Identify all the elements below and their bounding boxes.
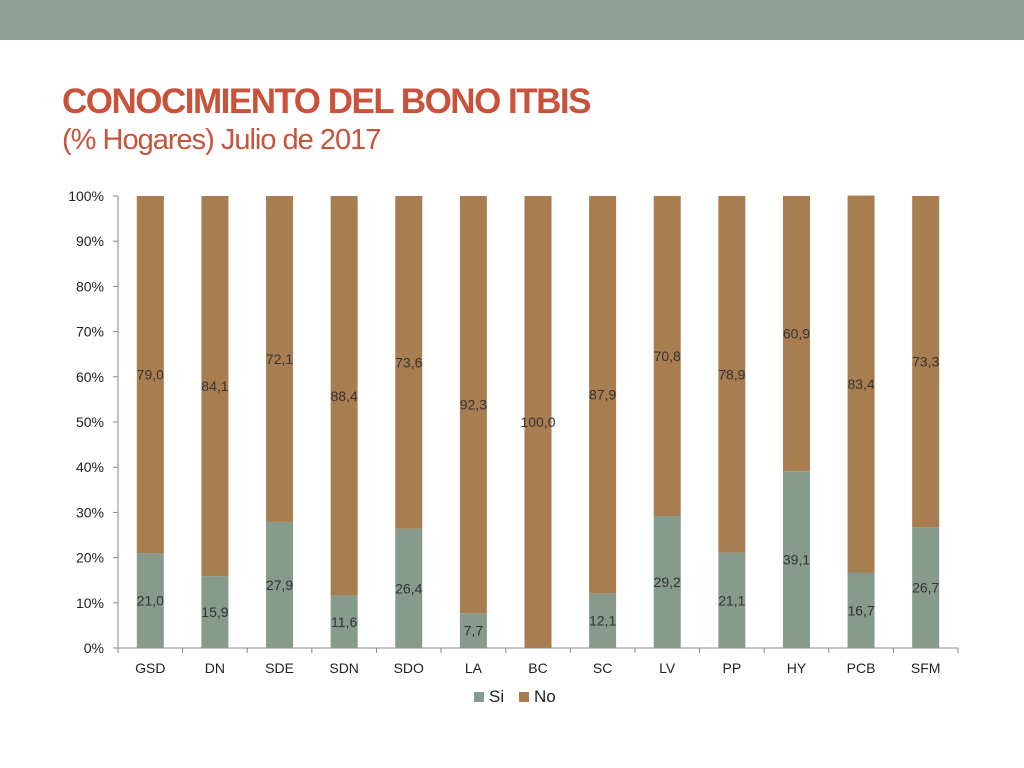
data-label-no-hy: 60,9 <box>783 326 810 342</box>
bar-si-la <box>459 613 487 648</box>
data-label-no-sc: 87,9 <box>589 387 616 403</box>
y-tick-label: 50% <box>76 414 104 430</box>
data-label-si-sfm: 26,7 <box>912 580 939 596</box>
x-tick-label: BC <box>528 660 547 676</box>
bar-no-sde <box>266 196 294 522</box>
bar-si-pcb <box>847 572 875 648</box>
bar-no-sdo <box>395 196 423 529</box>
data-label-si-pp: 21,1 <box>718 592 745 608</box>
x-tick-label: SC <box>593 660 612 676</box>
x-tick-label: PP <box>723 660 742 676</box>
bar-no-gsd <box>136 196 164 554</box>
bar-no-sdn <box>330 196 358 596</box>
bar-no-la <box>459 196 487 614</box>
y-tick-label: 20% <box>76 550 104 566</box>
data-label-no-dn: 84,1 <box>201 378 228 394</box>
bar-no-bc <box>524 196 552 648</box>
x-tick-label: LV <box>659 660 676 676</box>
label-layer: 21,0 79,0 15,9 84,1 27,9 72,1 11,6 88,4 26,4 73,6… <box>137 326 940 639</box>
x-tick-label: SDO <box>394 660 424 676</box>
legend-label-si: Si <box>489 687 504 706</box>
legend-swatch-no <box>519 692 529 702</box>
x-tick-label: SDN <box>329 660 359 676</box>
y-tick-label: 90% <box>76 233 104 249</box>
y-tick-label: 70% <box>76 324 104 340</box>
data-label-si-lv: 29,2 <box>654 574 681 590</box>
y-tick-label: 40% <box>76 459 104 475</box>
y-tick-label: 80% <box>76 278 104 294</box>
data-label-si-sdo: 26,4 <box>395 580 422 596</box>
bar-si-lv <box>653 516 681 648</box>
data-label-si-sde: 27,9 <box>266 577 293 593</box>
x-tick-label: GSD <box>135 660 165 676</box>
bar-no-sc <box>589 196 617 594</box>
data-label-no-sfm: 73,3 <box>912 354 939 370</box>
data-label-no-la: 92,3 <box>460 397 487 413</box>
data-label-no-sdo: 73,6 <box>395 354 422 370</box>
bar-si-sde <box>266 521 294 648</box>
bar-no-pcb <box>847 195 875 573</box>
y-tick-label: 60% <box>76 369 104 385</box>
x-tick-label: DN <box>205 660 225 676</box>
bar-si-sc <box>589 593 617 648</box>
bar-no-hy <box>782 196 810 472</box>
data-label-no-gsd: 79,0 <box>137 367 164 383</box>
bar-si-hy <box>782 471 810 648</box>
x-tick-label: SDE <box>265 660 294 676</box>
y-tick-label: 30% <box>76 504 104 520</box>
data-label-si-sc: 12,1 <box>589 613 616 629</box>
top-bar <box>0 0 1024 40</box>
data-label-si-sdn: 11,6 <box>331 614 357 630</box>
bar-si-sdo <box>395 528 423 648</box>
bar-si-dn <box>201 576 229 648</box>
x-tick-label: LA <box>465 660 483 676</box>
data-label-si-pcb: 16,7 <box>847 602 874 618</box>
axis-layer: 0% 10% 20% 30% 40% 50% 60% 70% 80% 90% 100% GSD DN SD… <box>68 188 959 676</box>
y-tick-label: 10% <box>76 595 104 611</box>
bar-si-pp <box>718 552 746 648</box>
data-label-si-hy: 39,1 <box>783 552 810 568</box>
bar-layer <box>136 195 940 648</box>
x-tick-label: PCB <box>847 660 876 676</box>
data-label-no-sdn: 88,4 <box>331 388 358 404</box>
bar-no-sfm <box>912 196 940 528</box>
data-label-no-pcb: 83,4 <box>847 376 874 392</box>
x-tick-label: HY <box>787 660 807 676</box>
bar-no-pp <box>718 196 746 553</box>
bar-si-gsd <box>136 553 164 648</box>
bar-no-lv <box>653 196 681 517</box>
data-label-no-bc: 100,0 <box>520 414 555 430</box>
data-label-si-gsd: 21,0 <box>137 593 164 609</box>
slide-title: CONOCIMIENTO DEL BONO ITBIS <box>62 82 591 121</box>
legend-swatch-si <box>474 692 484 702</box>
data-label-no-pp: 78,9 <box>718 366 745 382</box>
bar-no-dn <box>201 196 229 577</box>
x-tick-label: SFM <box>911 660 941 676</box>
data-label-no-sde: 72,1 <box>266 351 293 367</box>
slide-subtitle: (% Hogares) Julio de 2017 <box>62 124 381 156</box>
data-label-no-lv: 70,8 <box>654 348 681 364</box>
legend-label-no: No <box>534 687 556 706</box>
data-label-si-dn: 15,9 <box>201 604 228 620</box>
y-tick-label: 0% <box>84 640 104 656</box>
legend: Si No <box>474 687 556 706</box>
y-tick-label: 100% <box>68 188 104 204</box>
bar-si-sfm <box>912 527 940 648</box>
data-label-si-la: 7,7 <box>464 623 484 639</box>
bar-si-sdn <box>330 595 358 648</box>
